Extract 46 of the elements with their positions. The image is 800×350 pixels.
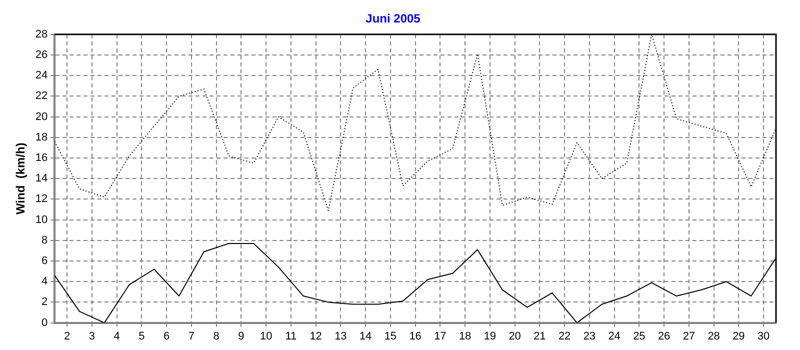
x-tick-label: 28 xyxy=(708,330,720,342)
x-tick-label: 20 xyxy=(508,330,521,342)
x-tick-label: 2 xyxy=(64,330,70,342)
x-tick-label: 10 xyxy=(260,330,272,342)
y-tick-label: 0 xyxy=(42,316,48,329)
x-tick-label: 8 xyxy=(213,330,220,342)
x-tick-label: 24 xyxy=(608,330,620,342)
y-tick-label: 10 xyxy=(35,214,48,226)
x-tick-label: 4 xyxy=(114,330,120,342)
y-tick-label: 28 xyxy=(35,28,48,40)
y-tick-label: 8 xyxy=(42,234,48,246)
y-tick-label: 22 xyxy=(35,90,48,102)
x-tick-label: 22 xyxy=(558,330,571,342)
x-tick-label: 27 xyxy=(682,330,696,342)
chart-title: Juni 2005 xyxy=(366,12,421,26)
x-tick-label: 6 xyxy=(164,330,170,342)
x-tick-label: 18 xyxy=(458,330,472,342)
x-tick-label: 5 xyxy=(138,330,145,342)
x-tick-label: 11 xyxy=(285,330,297,342)
x-tick-label: 13 xyxy=(334,330,347,342)
x-tick-label: 29 xyxy=(732,330,745,342)
y-tick-label: 12 xyxy=(35,193,48,206)
y-tick-label: 24 xyxy=(35,70,48,82)
x-tick-label: 15 xyxy=(384,330,397,342)
x-tick-label: 21 xyxy=(534,330,546,342)
x-tick-label: 25 xyxy=(633,330,646,342)
x-tick-label: 19 xyxy=(484,330,496,342)
y-tick-label: 16 xyxy=(35,152,48,164)
y-tick-label: 26 xyxy=(35,49,48,62)
x-tick-label: 9 xyxy=(238,330,244,342)
y-axis-title: Wind (km/h) xyxy=(14,142,28,215)
x-tick-label: 23 xyxy=(583,330,596,342)
x-tick-label: 7 xyxy=(188,330,195,342)
y-tick-label: 6 xyxy=(42,255,48,268)
x-tick-label: 26 xyxy=(658,330,670,342)
y-tick-label: 14 xyxy=(35,172,48,185)
y-tick-label: 20 xyxy=(35,110,48,123)
x-tick-label: 17 xyxy=(434,330,446,342)
y-tick-label: 18 xyxy=(35,131,48,144)
y-tick-label: 4 xyxy=(42,276,48,288)
x-tick-label: 30 xyxy=(757,330,770,342)
x-tick-label: 3 xyxy=(88,330,96,342)
x-tick-label: 16 xyxy=(409,330,422,342)
x-tick-label: 12 xyxy=(310,330,322,342)
x-tick-label: 14 xyxy=(359,330,372,342)
y-tick-label: 2 xyxy=(42,296,48,308)
